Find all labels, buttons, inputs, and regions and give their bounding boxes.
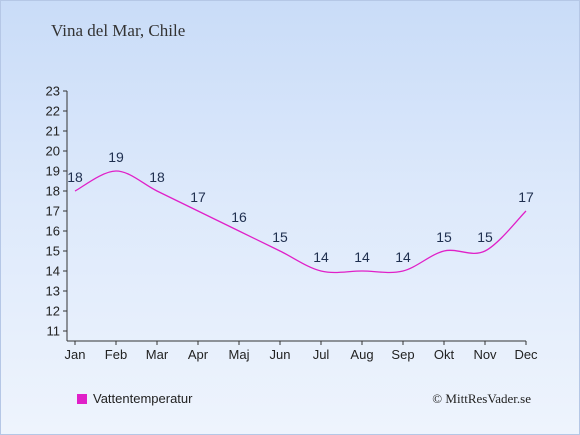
y-tick-label: 15 [46, 244, 60, 259]
copyright-text: © MittResVader.se [432, 391, 531, 406]
chart-title: Vina del Mar, Chile [51, 21, 186, 40]
x-tick-label: Feb [105, 347, 127, 362]
x-tick-label: Jul [313, 347, 330, 362]
y-tick-label: 20 [46, 144, 60, 159]
x-axis-ticks: Jan Feb Mar Apr Maj Jun Jul Aug Sep Okt Nov Dec [65, 341, 538, 362]
data-labels: 18 19 18 17 16 15 14 14 14 15 15 17 [67, 149, 534, 265]
x-tick-label: Mar [146, 347, 169, 362]
x-tick-label: Dec [514, 347, 538, 362]
x-tick-label: Sep [391, 347, 414, 362]
data-label: 14 [354, 249, 370, 265]
legend: Vattentemperatur [77, 391, 192, 406]
x-tick-label: Aug [350, 347, 373, 362]
x-tick-label: Okt [434, 347, 455, 362]
data-label: 15 [477, 229, 493, 245]
y-tick-label: 13 [46, 284, 60, 299]
legend-label: Vattentemperatur [93, 391, 193, 406]
data-label: 18 [67, 169, 83, 185]
data-label: 14 [313, 249, 329, 265]
y-tick-label: 17 [46, 204, 60, 219]
x-tick-label: Maj [229, 347, 250, 362]
y-tick-label: 23 [46, 84, 60, 99]
data-label: 16 [231, 209, 247, 225]
data-label: 17 [190, 189, 206, 205]
y-tick-label: 19 [46, 164, 60, 179]
y-tick-label: 18 [46, 184, 60, 199]
y-tick-label: 11 [47, 324, 61, 339]
data-label: 14 [395, 249, 411, 265]
x-tick-label: Jun [270, 347, 291, 362]
data-label: 15 [436, 229, 452, 245]
data-label: 17 [518, 189, 534, 205]
data-label: 18 [149, 169, 165, 185]
x-tick-label: Jan [65, 347, 86, 362]
data-label: 15 [272, 229, 288, 245]
y-tick-label: 22 [46, 104, 60, 119]
series-line-vattentemperatur [74, 170, 527, 274]
y-tick-label: 21 [46, 124, 60, 139]
axes [66, 91, 526, 342]
x-tick-label: Apr [188, 347, 209, 362]
y-tick-label: 16 [46, 224, 60, 239]
y-axis-ticks: 11 12 13 14 15 16 17 18 19 20 21 22 23 [46, 84, 67, 339]
legend-swatch [77, 393, 87, 404]
x-tick-label: Nov [473, 347, 497, 362]
data-label: 19 [108, 149, 124, 165]
y-tick-label: 14 [46, 264, 60, 279]
y-tick-label: 12 [46, 304, 60, 319]
